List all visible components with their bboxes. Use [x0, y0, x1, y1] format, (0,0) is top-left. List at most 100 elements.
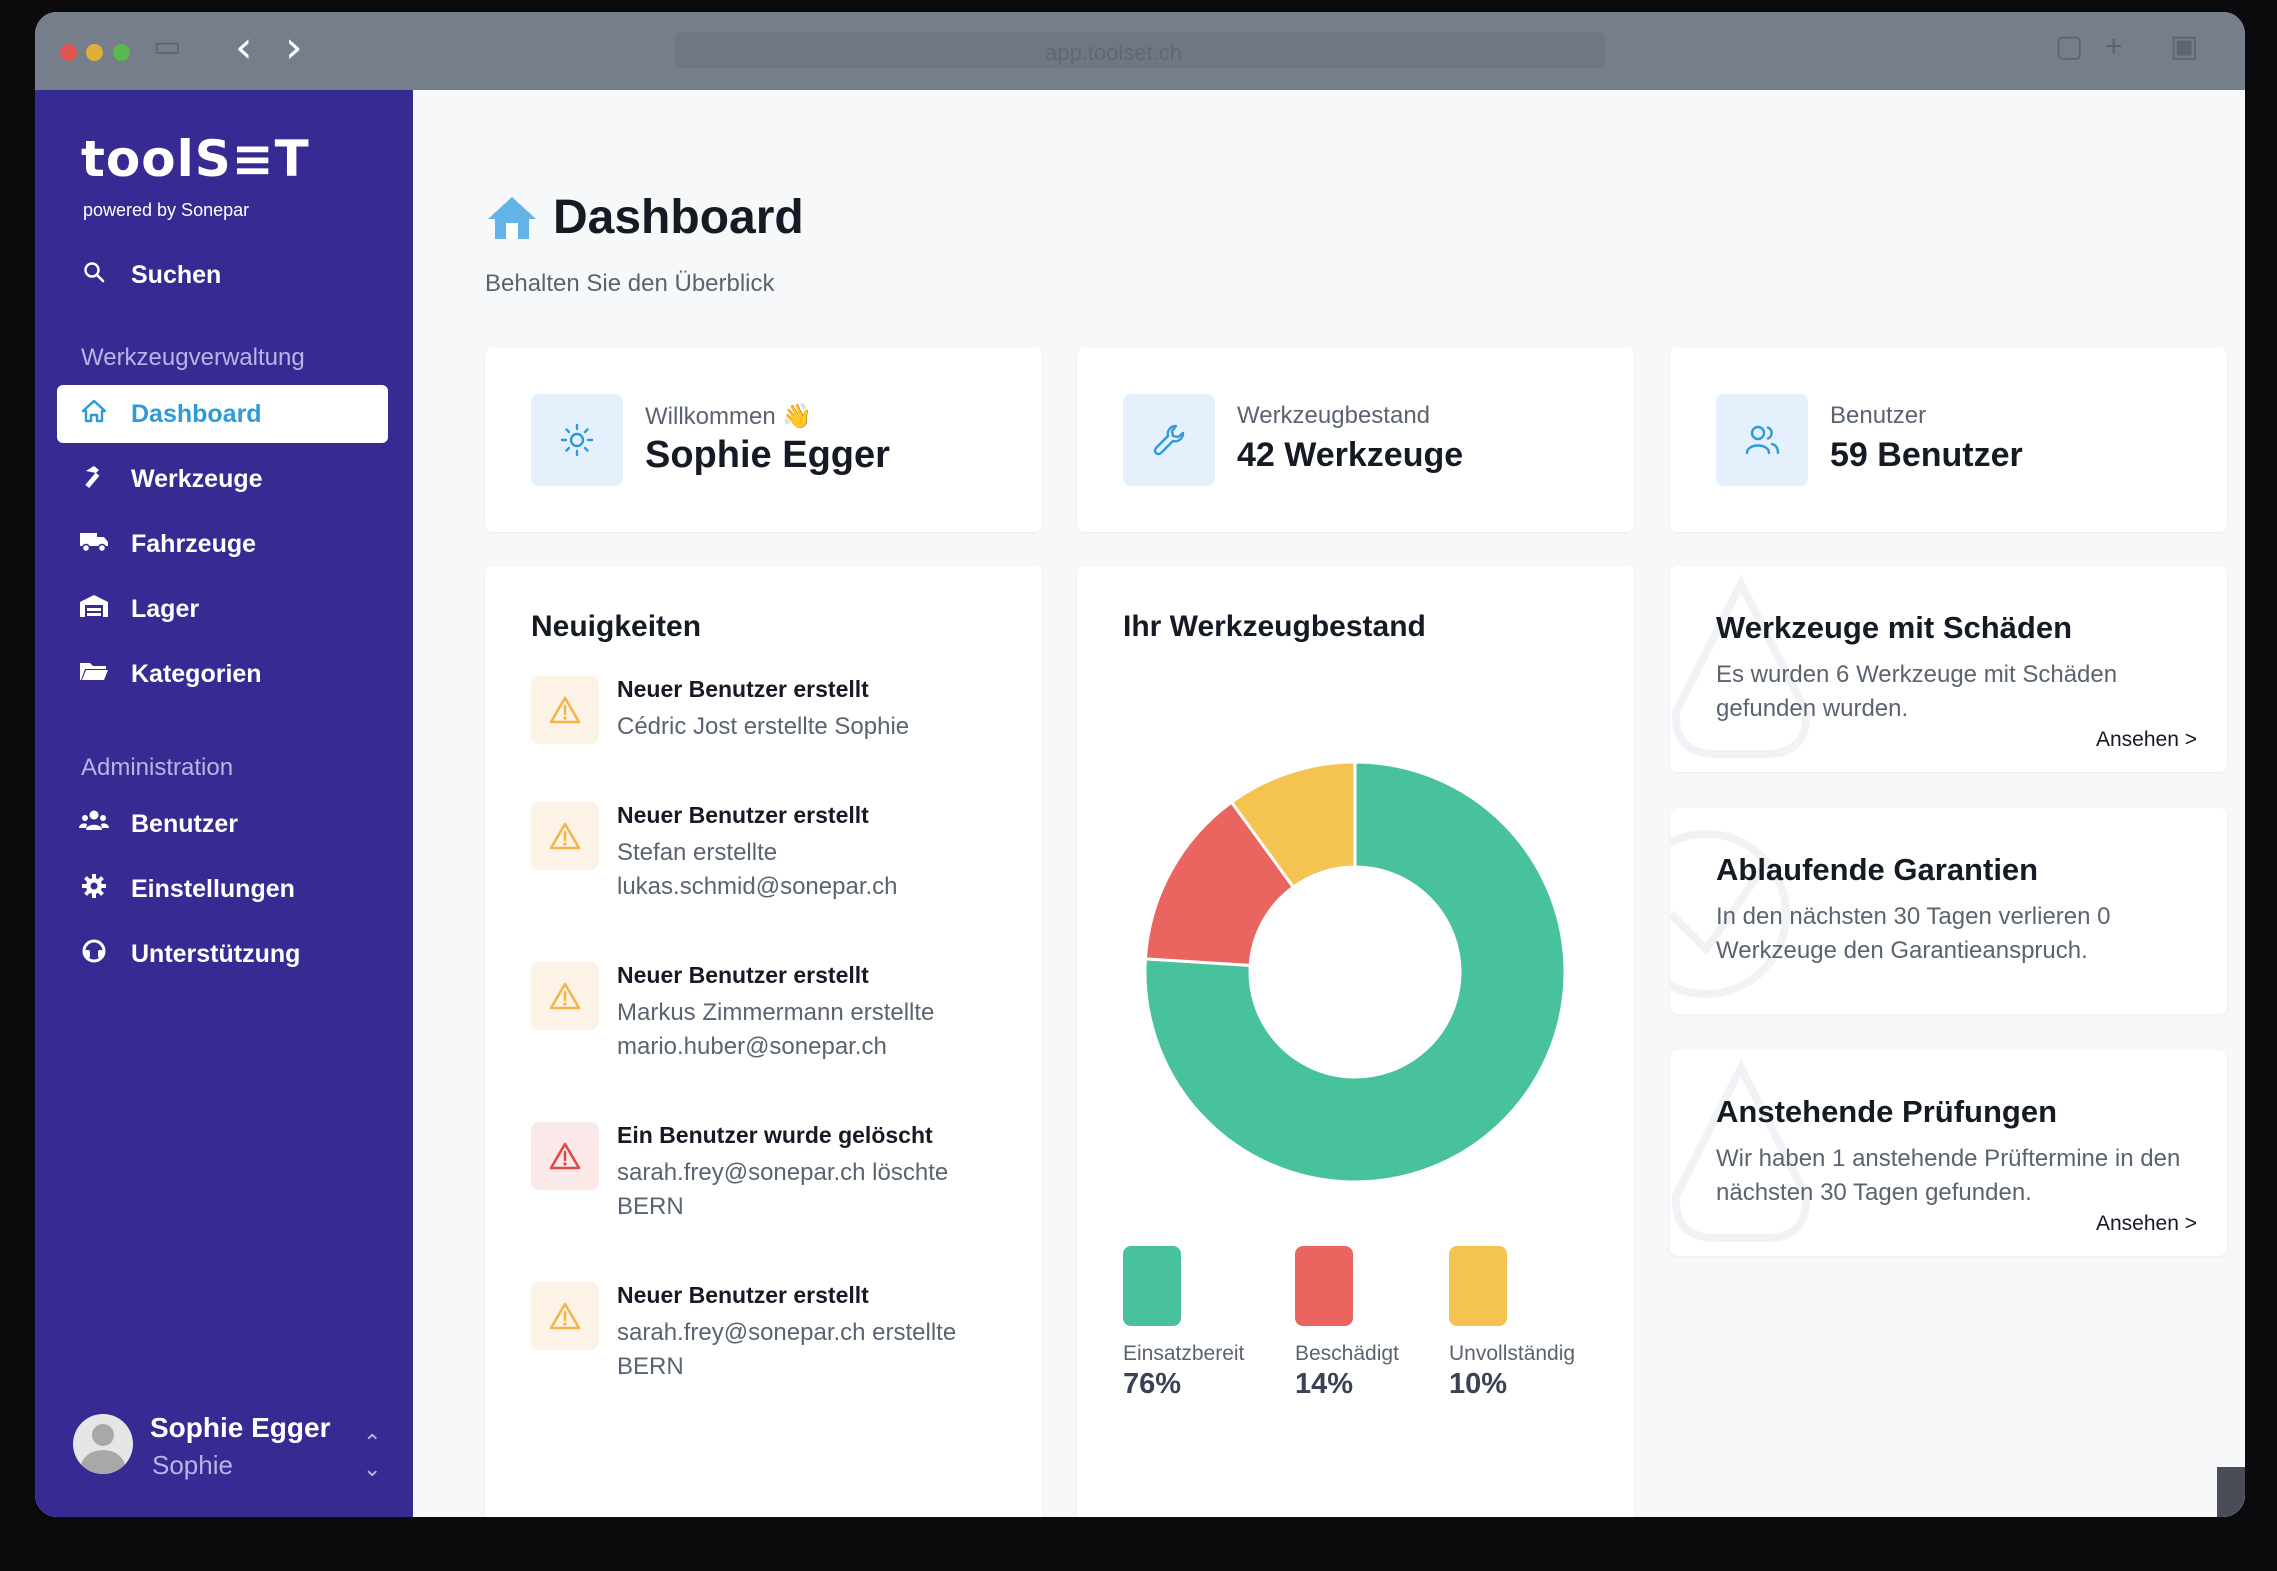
sidebar-item-label: Werkzeuge	[131, 464, 263, 493]
donut-slice-unvollständig[interactable]	[1229, 760, 1357, 890]
news-item-title: Neuer Benutzer erstellt	[617, 1282, 869, 1308]
warranty-title: Ablaufende Garantien	[1716, 852, 2039, 887]
user-menu[interactable]: Sophie Egger Sophie ⌃ ⌄	[73, 1410, 383, 1482]
inventory-stat-label: Werkzeugbestand	[1237, 402, 1431, 429]
users-icon	[79, 808, 109, 841]
sidebar-item-label: Einstellungen	[131, 874, 295, 903]
inspections-link[interactable]: Ansehen >	[2095, 1212, 2197, 1235]
news-item[interactable]: Neuer Benutzer erstellt Markus Zimmermann…	[531, 962, 1011, 1092]
tab-overview-icon[interactable]: ▣	[2170, 30, 2199, 63]
share-icon[interactable]: ▢	[2055, 30, 2084, 63]
section-admin-label: Administration	[81, 754, 234, 781]
warning-icon	[531, 676, 599, 744]
users-stat-label: Benutzer	[1830, 402, 1927, 429]
legend-item: Beschädigt 14%	[1295, 1246, 1399, 1401]
support-icon	[79, 938, 109, 971]
news-item[interactable]: Ein Benutzer wurde gelöscht sarah.frey@so…	[531, 1122, 1011, 1252]
sidebar-item-label: Benutzer	[131, 809, 238, 838]
legend-label: Einsatzbereit	[1123, 1342, 1245, 1365]
search-icon	[79, 260, 109, 291]
wrench-icon	[1123, 394, 1215, 486]
legend-value: 76%	[1123, 1368, 1182, 1400]
close-window-button[interactable]	[60, 44, 77, 61]
news-item-text: Cédric Jost erstellte Sophie	[617, 713, 910, 740]
sidebar-item-label: Dashboard	[131, 399, 262, 428]
app-logo[interactable]: toolS≡T	[81, 130, 310, 188]
sidebar-item-einstellungen[interactable]: Einstellungen	[57, 860, 388, 918]
scrollbar[interactable]	[2217, 1467, 2245, 1517]
avatar	[73, 1414, 133, 1474]
sidebar-item-kategorien[interactable]: Kategorien	[57, 645, 388, 703]
section-tools-label: Werkzeugverwaltung	[81, 344, 305, 371]
donut-slice-beschädigt[interactable]	[1143, 800, 1296, 967]
legend-value: 14%	[1295, 1368, 1354, 1400]
inventory-stat-value: 42 Werkzeuge	[1237, 436, 1464, 474]
logo-subtitle: powered by Sonepar	[83, 200, 250, 220]
sidebar-item-benutzer[interactable]: Benutzer	[57, 795, 388, 853]
news-card: Neuigkeiten Neuer Benutzer erstellt Cédri…	[485, 566, 1042, 1517]
news-item-title: Neuer Benutzer erstellt	[617, 676, 869, 702]
warning-icon	[531, 962, 599, 1030]
warehouse-icon	[79, 593, 109, 626]
legend-item: Unvollständig 10%	[1449, 1246, 1575, 1401]
donut-slice-einsatzbereit[interactable]	[1143, 760, 1567, 1184]
home-icon	[79, 398, 109, 431]
inventory-chart-card: Ihr Werkzeugbestand Einsatzbereit 76% Besc…	[1077, 566, 1634, 1517]
users-stat-card: Benutzer 59 Benutzer	[1670, 348, 2227, 532]
page-title: Dashboard	[485, 190, 804, 245]
forward-button[interactable]: ›	[285, 22, 303, 73]
sidebar-toggle-icon[interactable]: ▭	[153, 30, 182, 63]
welcome-card: Willkommen 👋 Sophie Egger	[485, 348, 1042, 532]
user-name: Sophie Egger	[150, 1412, 331, 1443]
sidebar-item-label: Kategorien	[131, 659, 262, 688]
maximize-window-button[interactable]	[113, 44, 130, 61]
news-item-title: Neuer Benutzer erstellt	[617, 802, 869, 828]
home-icon	[488, 196, 536, 239]
sidebar-item-dashboard[interactable]: Dashboard	[57, 385, 388, 443]
inspections-card[interactable]: Anstehende Prüfungen Wir haben 1 anstehe…	[1670, 1050, 2227, 1256]
minimize-window-button[interactable]	[86, 44, 103, 61]
news-item[interactable]: Neuer Benutzer erstellt sarah.frey@sonepa…	[531, 1282, 1011, 1412]
news-item-title: Neuer Benutzer erstellt	[617, 962, 869, 988]
sidebar-item-unterstuetzung[interactable]: Unterstützung	[57, 925, 388, 983]
news-item-text: sarah.frey@sonepar.ch löschte BERN	[617, 1159, 949, 1220]
address-bar[interactable]	[675, 32, 1605, 68]
sidebar-item-fahrzeuge[interactable]: Fahrzeuge	[57, 515, 388, 573]
legend-label: Unvollständig	[1449, 1342, 1576, 1365]
page-title-text: Dashboard	[553, 191, 804, 244]
legend-swatch	[1449, 1246, 1507, 1326]
new-tab-icon[interactable]: +	[2105, 30, 2123, 63]
user-username: Sophie	[152, 1450, 233, 1480]
legend-label: Beschädigt	[1295, 1342, 1399, 1365]
news-item-title: Ein Benutzer wurde gelöscht	[617, 1122, 933, 1148]
news-item[interactable]: Neuer Benutzer erstellt Stefan erstellte …	[531, 802, 1011, 932]
warning-icon	[531, 1122, 599, 1190]
news-item[interactable]: Neuer Benutzer erstellt Cédric Jost erste…	[531, 676, 1011, 806]
legend-swatch	[1123, 1246, 1181, 1326]
main-content: Dashboard Behalten Sie den Überblick Wil…	[413, 90, 2245, 1517]
inventory-stat-card: Werkzeugbestand 42 Werkzeuge	[1077, 348, 1634, 532]
sidebar-item-lager[interactable]: Lager	[57, 580, 388, 638]
damaged-tools-link[interactable]: Ansehen >	[2095, 728, 2197, 751]
sidebar: toolS≡T powered by Sonepar Suchen Werkze…	[35, 90, 413, 1517]
sidebar-item-label: Unterstützung	[131, 939, 301, 968]
warranty-card[interactable]: Ablaufende Garantien In den nächsten 30 …	[1670, 808, 2227, 1014]
users-stat-value: 59 Benutzer	[1830, 436, 2023, 474]
sidebar-item-label: Fahrzeuge	[131, 529, 257, 558]
users-icon	[1716, 394, 1808, 486]
browser-window: ▭ ‹ › app.toolset.ch ▢ + ▣ toolS≡T power…	[35, 12, 2245, 1517]
donut-chart	[1143, 760, 1567, 1184]
browser-titlebar: ▭ ‹ › app.toolset.ch ▢ + ▣	[35, 12, 2245, 90]
news-title: Neuigkeiten	[531, 610, 702, 643]
inspections-title: Anstehende Prüfungen	[1716, 1094, 2058, 1129]
inspections-text: Wir haben 1 anstehende Prüftermine in de…	[1716, 1145, 2181, 1206]
news-item-text: Markus Zimmermann erstellte mario.huber@…	[617, 999, 935, 1060]
search-link[interactable]: Suchen	[57, 246, 388, 304]
legend-item: Einsatzbereit 76%	[1123, 1246, 1244, 1401]
sidebar-item-werkzeuge[interactable]: Werkzeuge	[57, 450, 388, 508]
legend-swatch	[1295, 1246, 1353, 1326]
damaged-tools-card[interactable]: Werkzeuge mit Schäden Es wurden 6 Werkze…	[1670, 566, 2227, 772]
back-button[interactable]: ‹	[235, 22, 253, 73]
warning-watermark-icon	[1671, 575, 1811, 758]
truck-icon	[79, 528, 109, 561]
